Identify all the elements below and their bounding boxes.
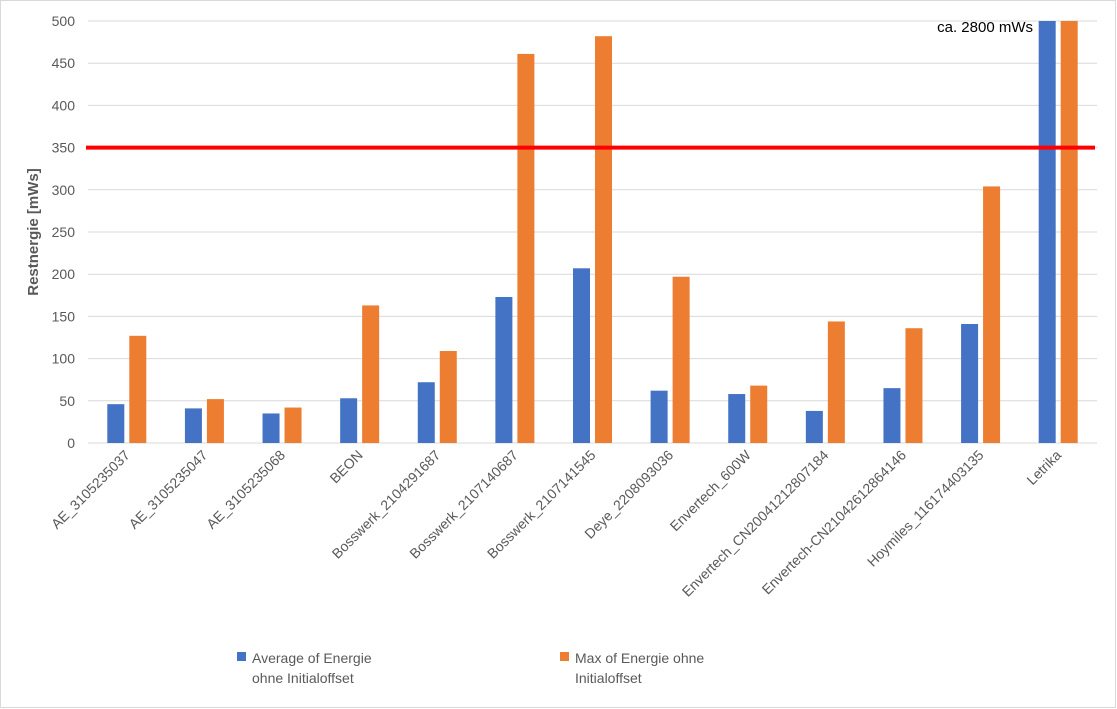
y-axis-label: Restnergie [mWs] xyxy=(25,168,42,296)
y-tick-label: 250 xyxy=(52,224,76,240)
bar xyxy=(983,186,1001,443)
y-tick-label: 400 xyxy=(52,97,76,113)
x-tick-label: Letrika xyxy=(1023,447,1064,488)
x-tick-label: Envertech_600W xyxy=(667,446,755,534)
bar xyxy=(206,399,224,443)
x-tick-label: AE_3105235037 xyxy=(48,447,133,532)
y-tick-label: 0 xyxy=(67,435,75,451)
legend-item: Average of Energie ohne Initialoffset xyxy=(237,648,402,688)
bar xyxy=(595,36,612,443)
y-tick-label: 450 xyxy=(52,55,76,71)
bar xyxy=(905,328,923,443)
y-tick-label: 100 xyxy=(52,351,76,367)
x-tick-label: AE_3105235047 xyxy=(125,447,210,532)
bar xyxy=(883,388,901,443)
bar xyxy=(517,53,535,443)
legend-swatch xyxy=(560,652,569,661)
bar xyxy=(107,404,125,443)
bar xyxy=(417,382,435,443)
legend-label: Average of Energie ohne Initialoffset xyxy=(252,650,372,686)
y-tick-label: 200 xyxy=(52,266,76,282)
annotation: ca. 2800 mWs xyxy=(937,19,1033,36)
bar xyxy=(961,323,979,443)
legend-swatch xyxy=(237,652,246,661)
bar xyxy=(495,296,513,443)
bar xyxy=(262,413,280,443)
bar xyxy=(672,276,690,443)
bar xyxy=(728,394,746,443)
x-tick-label: Envertech_CN20041212807184 xyxy=(679,447,832,600)
y-tick-label: 300 xyxy=(52,182,76,198)
bar xyxy=(827,321,845,443)
x-tick-label: AE_3105235068 xyxy=(203,447,288,532)
x-tick-label: Envertech-CN21042612864146 xyxy=(759,447,910,598)
bar xyxy=(573,268,590,443)
y-tick-label: 350 xyxy=(52,140,76,156)
bar xyxy=(340,398,358,443)
y-tick-label: 500 xyxy=(52,13,76,29)
bar xyxy=(650,390,668,443)
legend-label: Max of Energie ohne Initialoffset xyxy=(575,650,705,686)
bar xyxy=(1060,21,1078,443)
bar xyxy=(184,408,202,443)
y-tick-label: 150 xyxy=(52,308,76,324)
bar xyxy=(284,407,302,443)
legend-item: Max of Energie ohne Initialoffset xyxy=(560,648,725,688)
bars xyxy=(107,21,1078,443)
bar xyxy=(129,335,147,443)
x-tick-label: BEON xyxy=(326,447,365,486)
bar xyxy=(1038,21,1056,443)
bar xyxy=(439,351,457,443)
y-tick-label: 50 xyxy=(59,393,75,409)
bar xyxy=(750,385,768,443)
bar xyxy=(362,305,380,443)
bar xyxy=(805,410,823,443)
